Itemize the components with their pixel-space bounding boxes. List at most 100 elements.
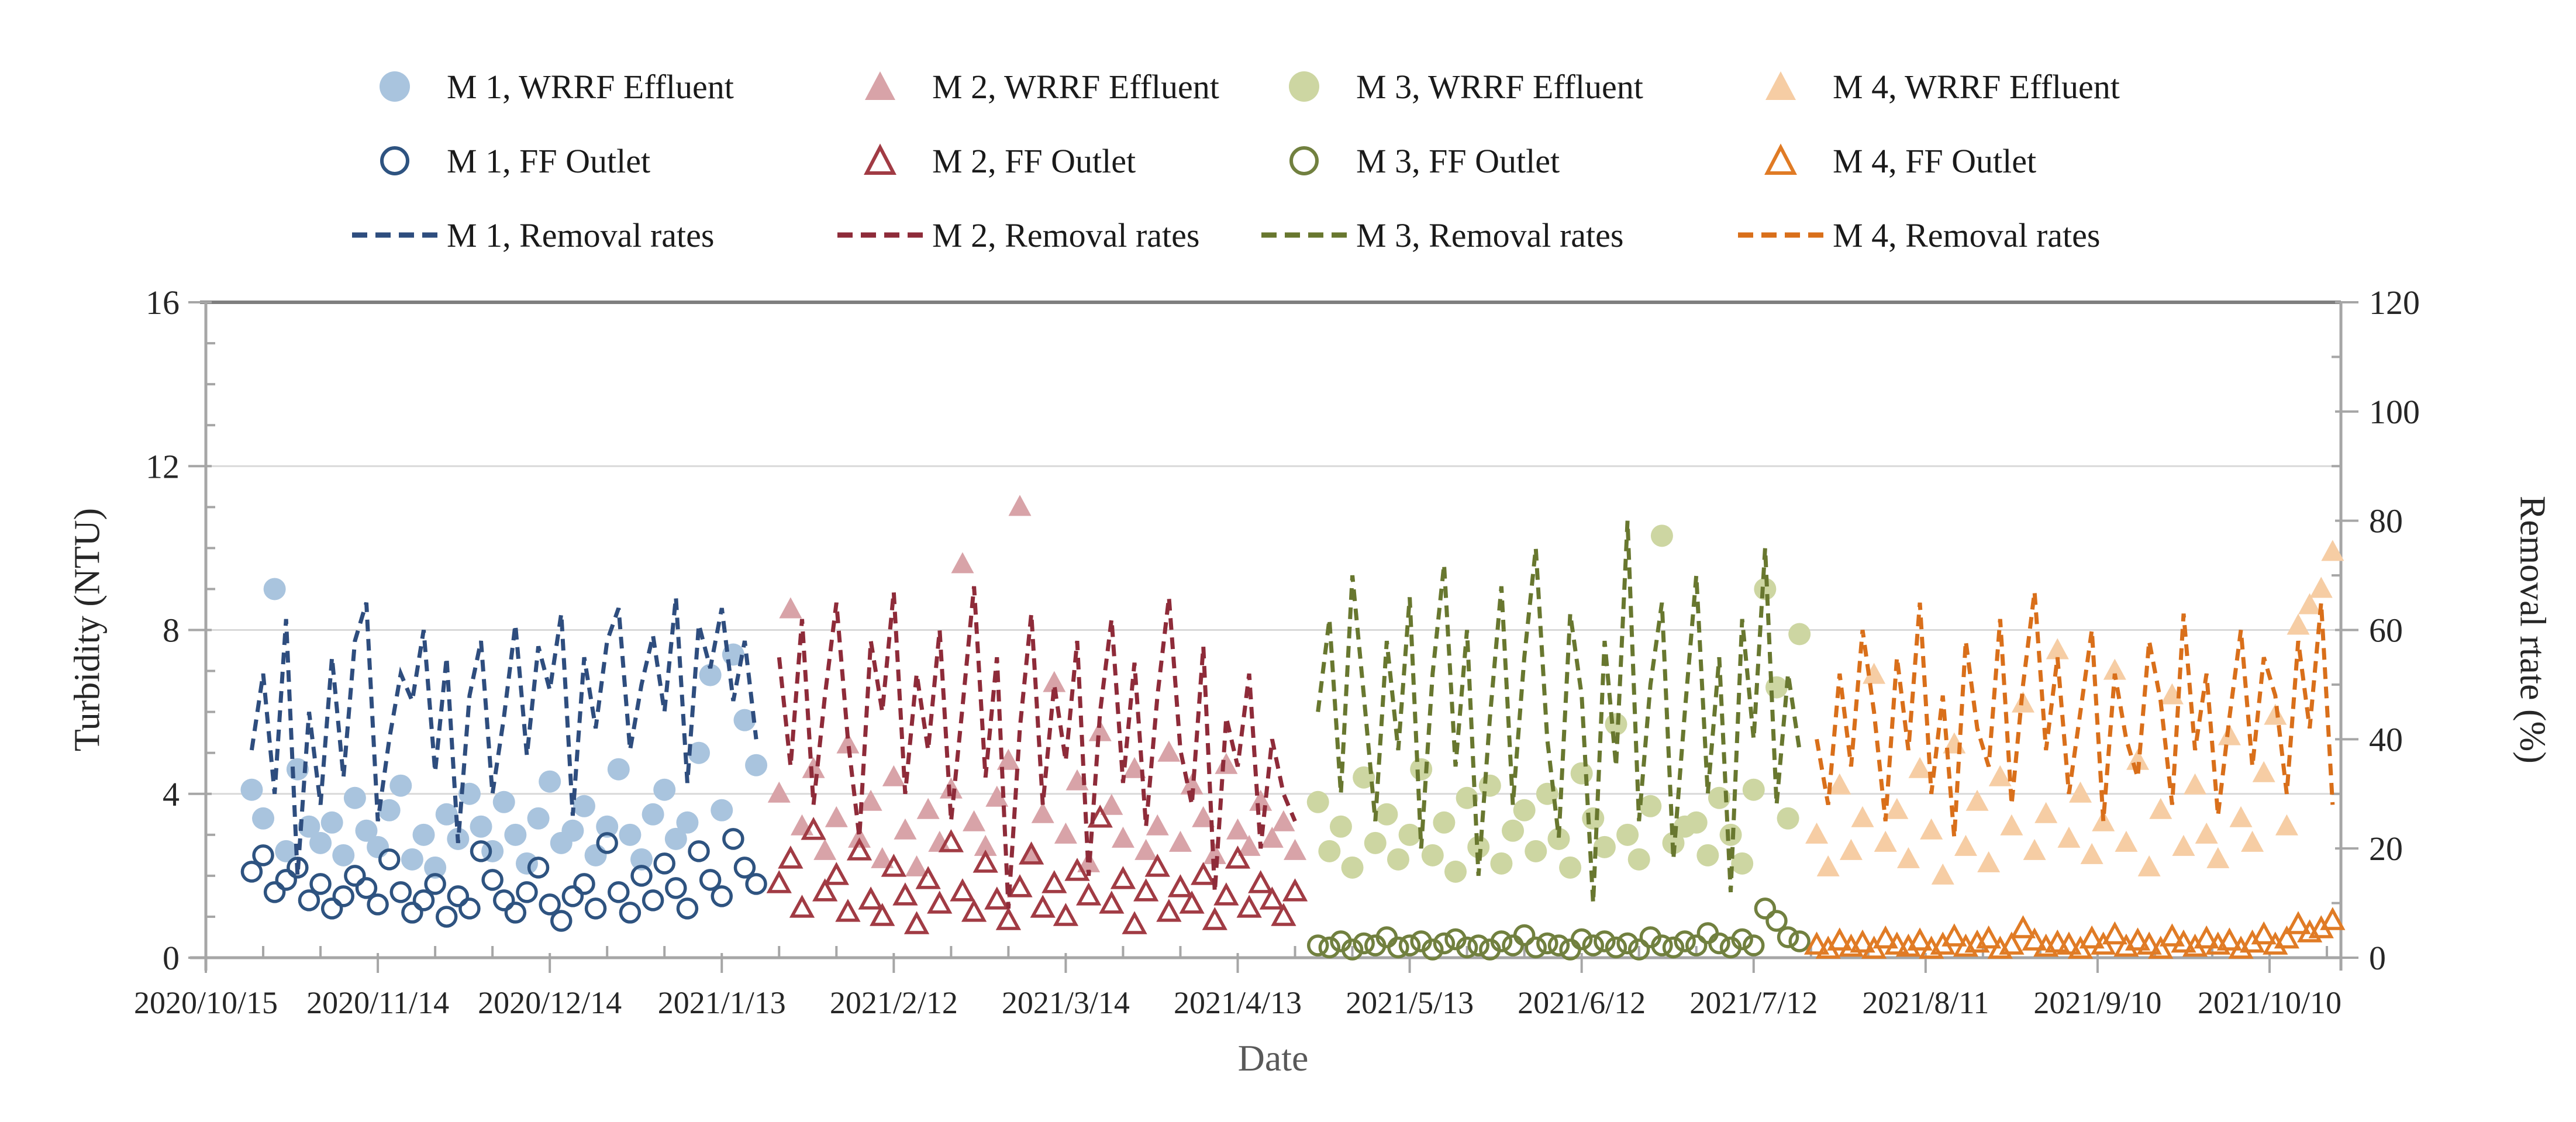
point-m1_effluent <box>240 778 263 801</box>
legend-label-m1_removal: M 1, Removal rates <box>447 216 715 254</box>
point-m3_effluent <box>1364 831 1387 854</box>
point-m4_effluent <box>2275 814 2298 836</box>
point-m2_ff <box>801 817 826 840</box>
point-m1_effluent <box>252 807 275 830</box>
legend-item-m4_effluent: M 4, WRRF Effluent <box>1737 67 2216 106</box>
point-m1_ff <box>561 885 584 907</box>
point-m3_ff <box>1502 934 1524 957</box>
point-m4_effluent <box>1816 855 1840 876</box>
point-m4_effluent <box>2287 613 2310 635</box>
dashed-line-legend-icon <box>837 232 923 238</box>
point-m2_ff <box>1271 903 1296 926</box>
point-m4_ff <box>2022 927 2047 951</box>
point-m4_ff <box>1827 927 1853 951</box>
point-m1_ff <box>676 897 699 920</box>
point-m3_effluent <box>1456 786 1478 809</box>
point-m2_ff <box>1167 874 1194 897</box>
point-m3_effluent <box>1513 799 1536 821</box>
point-m1_ff <box>252 844 274 866</box>
point-m4_effluent <box>1805 822 1829 844</box>
point-m3_ff <box>1582 934 1605 957</box>
point-m3_effluent <box>1306 790 1329 813</box>
point-m1_effluent <box>699 664 722 686</box>
point-m1_effluent <box>320 811 343 834</box>
y-axis-title-removal: Removal rtate (%) <box>2512 496 2553 764</box>
circle-open-legend-icon <box>1289 146 1319 175</box>
point-m4_effluent <box>1885 798 1909 819</box>
point-m3_effluent <box>1398 823 1421 846</box>
x-tick-label: 2021/10/10 <box>2198 985 2341 1020</box>
point-m3_ff <box>1651 934 1673 957</box>
triangle-open-glyph <box>864 143 896 175</box>
y-right-tick-label: 60 <box>2369 612 2403 650</box>
dashed-line-legend-icon <box>1261 232 1347 238</box>
point-m4_effluent <box>1863 662 1886 684</box>
y-right-tick-label: 20 <box>2369 830 2403 868</box>
legend-label-m4_removal: M 4, Removal rates <box>1833 216 2101 254</box>
point-m1_ff <box>745 873 767 895</box>
point-m1_ff <box>527 857 550 879</box>
point-m4_effluent <box>2252 761 2275 782</box>
point-m4_effluent <box>2023 838 2046 860</box>
point-m4_ff <box>1850 929 1875 953</box>
point-m4_effluent <box>2241 830 2264 852</box>
point-m4_ff <box>2125 927 2151 951</box>
point-m2_ff <box>950 878 975 902</box>
point-m2_effluent <box>836 732 860 754</box>
point-m1_effluent <box>275 840 298 862</box>
point-m3_ff <box>1662 936 1685 959</box>
point-m1_ff <box>309 873 332 895</box>
point-m4_ff <box>2102 921 2127 945</box>
triangle-filled-legend-icon <box>865 71 895 100</box>
point-m2_ff <box>892 882 918 906</box>
point-m3_effluent <box>1627 848 1650 871</box>
point-m4_effluent <box>2149 798 2172 819</box>
x-tick-label: 2021/4/13 <box>1174 985 1302 1020</box>
point-m2_effluent <box>928 830 951 852</box>
point-m1_effluent <box>653 778 676 801</box>
point-m3_effluent <box>1650 524 1673 547</box>
point-m4_effluent <box>2264 703 2287 725</box>
point-m3_effluent <box>1444 860 1467 883</box>
point-m3_ff <box>1743 934 1765 957</box>
point-m2_effluent <box>1088 720 1112 741</box>
point-m4_effluent <box>2160 683 2184 705</box>
legend-label-m3_ff: M 3, FF Outlet <box>1356 141 1560 180</box>
point-m4_effluent <box>1874 830 1897 852</box>
triangle-filled-legend-icon <box>1765 71 1796 100</box>
point-m2_effluent <box>871 847 894 868</box>
point-m2_effluent <box>1284 838 1307 860</box>
point-m1_effluent <box>309 831 332 854</box>
point-m2_effluent <box>813 838 837 860</box>
point-m4_effluent <box>2115 830 2138 852</box>
point-m2_ff <box>1099 890 1125 914</box>
point-m1_effluent <box>573 795 595 817</box>
point-m1_ff <box>539 893 561 916</box>
point-m2_effluent <box>1020 843 1043 864</box>
point-m4_effluent <box>1896 847 1920 868</box>
x-tick-label: 2021/1/13 <box>658 985 786 1020</box>
point-m4_ff <box>2194 925 2219 949</box>
point-m1_effluent <box>688 741 711 764</box>
point-m3_effluent <box>1525 840 1547 862</box>
y-right-tick-label: 40 <box>2369 720 2403 758</box>
point-m1_ff <box>344 865 366 887</box>
point-m2_effluent <box>1157 740 1181 762</box>
y-left-tick-label: 16 <box>146 284 180 322</box>
point-m2_ff <box>1191 862 1216 885</box>
point-m2_effluent <box>1260 826 1284 848</box>
point-m4_effluent <box>2229 806 2253 827</box>
point-m3_effluent <box>1547 827 1570 850</box>
point-m3_effluent <box>1375 803 1398 826</box>
legend-item-m3_ff: M 3, FF Outlet <box>1260 141 1737 181</box>
point-m2_effluent <box>963 810 986 831</box>
point-m4_effluent <box>2103 658 2126 680</box>
legend-label-m2_effluent: M 2, WRRF Effluent <box>932 67 1219 106</box>
point-m3_effluent <box>1318 840 1341 862</box>
x-tick-label: 2020/11/14 <box>306 985 449 1020</box>
point-m2_ff <box>823 862 849 885</box>
triangle-filled-glyph <box>865 71 895 100</box>
point-m2_ff <box>1133 878 1159 902</box>
point-m3_effluent <box>1341 856 1364 879</box>
